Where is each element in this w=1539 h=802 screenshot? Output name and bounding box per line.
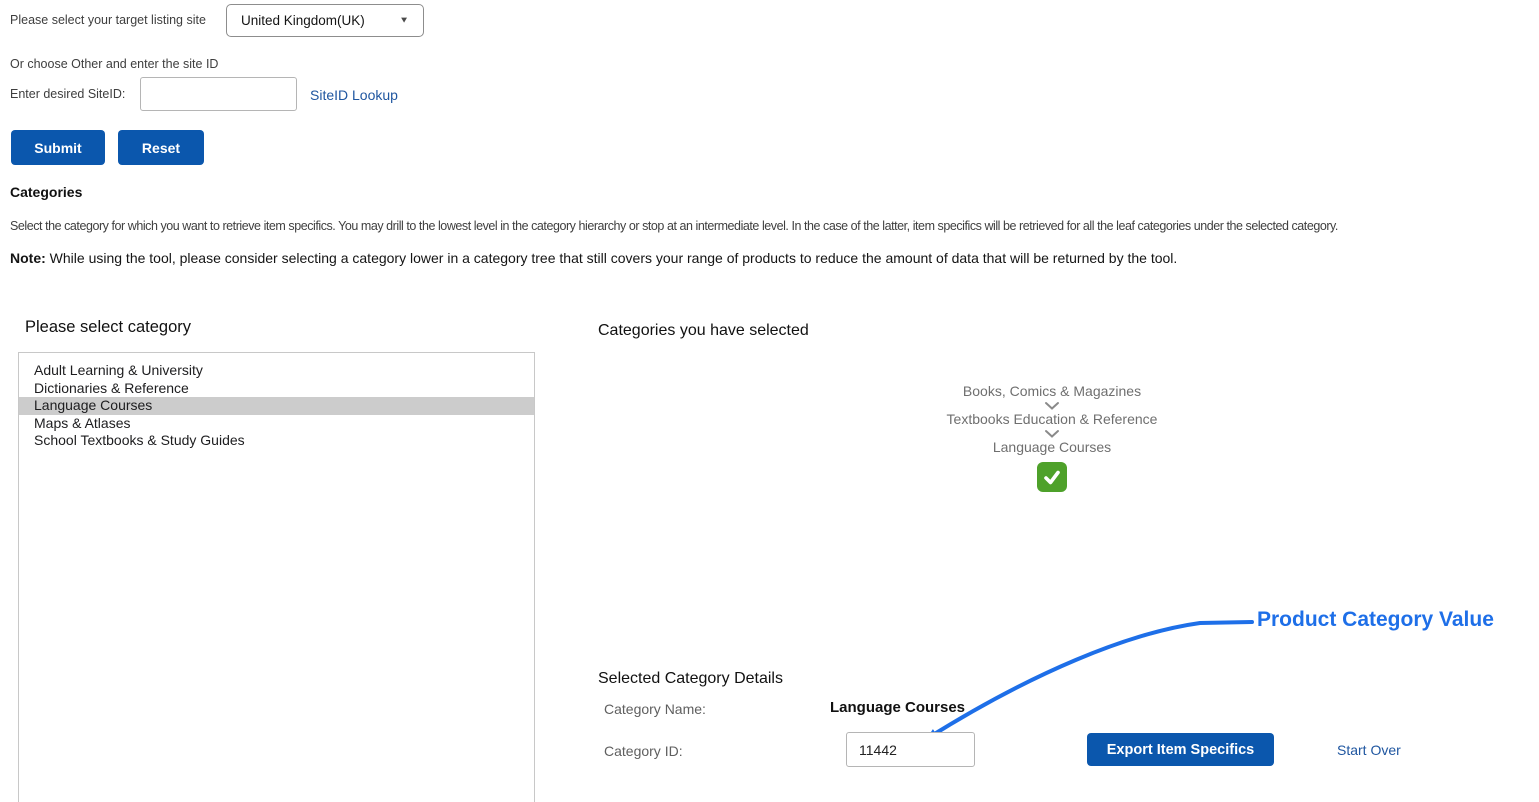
category-picker-heading: Please select category — [25, 318, 192, 336]
check-icon — [1044, 470, 1060, 485]
category-option[interactable]: Dictionaries & Reference — [34, 379, 189, 396]
product-category-value-annotation: Product Category Value — [1257, 608, 1494, 631]
selected-category-checkbox[interactable] — [1037, 462, 1067, 492]
chevron-down-icon — [1045, 402, 1059, 410]
category-name-value: Language Courses — [830, 699, 966, 716]
site-select-dropdown[interactable]: United Kingdom(UK) ▼ — [226, 4, 424, 37]
breadcrumb-level-1: Books, Comics & Magazines — [962, 383, 1142, 399]
submit-button[interactable]: Submit — [11, 130, 105, 165]
details-heading: Selected Category Details — [598, 670, 783, 687]
breadcrumb-level-2: Textbooks Education & Reference — [946, 411, 1158, 427]
category-listbox[interactable]: Adult Learning & University Dictionaries… — [18, 352, 535, 802]
category-breadcrumb: Books, Comics & Magazines Textbooks Educ… — [852, 383, 1252, 492]
siteid-input[interactable] — [140, 77, 297, 111]
category-id-label: Category ID: — [604, 743, 683, 759]
export-item-specifics-button[interactable]: Export Item Specifics — [1087, 733, 1274, 766]
note-prefix: Note: — [10, 250, 46, 266]
categories-note: Note: While using the tool, please consi… — [10, 250, 1177, 266]
selected-categories-heading: Categories you have selected — [598, 322, 809, 339]
category-name-label: Category Name: — [604, 701, 706, 717]
category-option[interactable]: Maps & Atlases — [34, 414, 131, 431]
category-option[interactable]: School Textbooks & Study Guides — [34, 432, 245, 449]
chevron-down-icon — [1045, 430, 1059, 438]
siteid-label: Enter desired SiteID: — [10, 87, 126, 101]
siteid-lookup-link[interactable]: SiteID Lookup — [310, 87, 398, 103]
other-site-hint: Or choose Other and enter the site ID — [10, 57, 219, 71]
breadcrumb-level-3: Language Courses — [992, 439, 1112, 455]
category-option-selected[interactable]: Language Courses — [19, 397, 534, 415]
site-select-value: United Kingdom(UK) — [241, 13, 365, 28]
category-id-input[interactable] — [846, 732, 975, 767]
target-site-label: Please select your target listing site — [10, 13, 206, 27]
start-over-link[interactable]: Start Over — [1337, 742, 1401, 758]
caret-down-icon: ▼ — [399, 15, 409, 26]
note-text: While using the tool, please consider se… — [45, 250, 1178, 266]
categories-heading: Categories — [10, 184, 83, 200]
categories-description: Select the category for which you want t… — [10, 219, 1338, 233]
category-option[interactable]: Adult Learning & University — [34, 362, 203, 378]
reset-button[interactable]: Reset — [118, 130, 204, 165]
